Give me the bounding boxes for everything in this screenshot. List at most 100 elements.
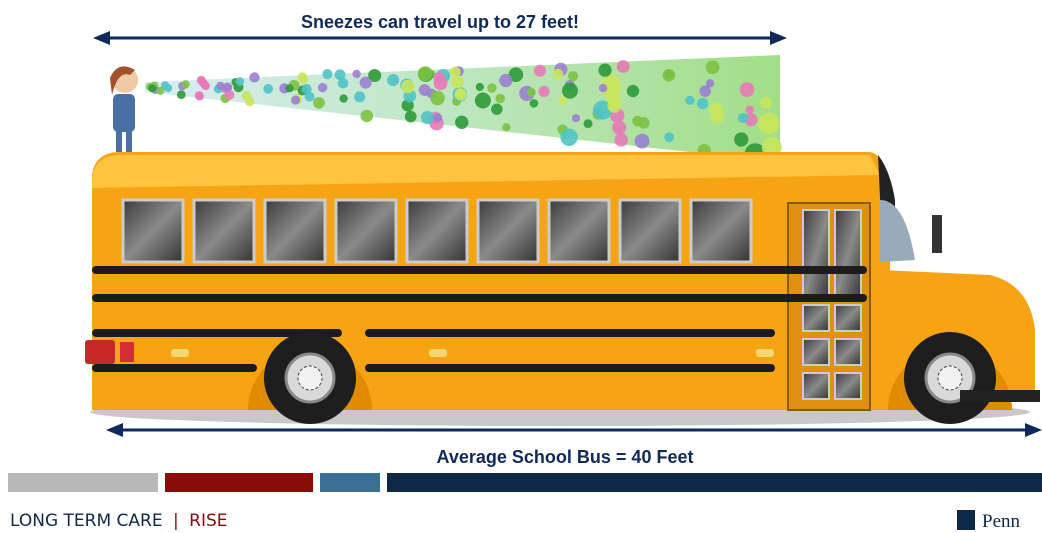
germ bbox=[156, 87, 164, 95]
tail-light bbox=[85, 340, 115, 364]
door-window bbox=[835, 210, 861, 300]
germ bbox=[164, 84, 172, 92]
page: {"top_label": "Sneezes can travel up to … bbox=[0, 0, 1042, 533]
window bbox=[478, 200, 538, 262]
germ bbox=[433, 113, 442, 122]
mirror bbox=[932, 215, 942, 253]
germ bbox=[584, 119, 593, 128]
penn-shield bbox=[957, 510, 975, 530]
door-window bbox=[835, 305, 861, 331]
germ bbox=[697, 98, 708, 109]
germ bbox=[627, 85, 639, 97]
germ bbox=[663, 69, 676, 82]
hub bbox=[298, 366, 322, 390]
germ bbox=[181, 80, 189, 88]
germ bbox=[685, 96, 694, 105]
germ bbox=[614, 133, 627, 146]
bottom-label: Average School Bus = 40 Feet bbox=[437, 447, 694, 467]
arrow-head bbox=[106, 423, 123, 437]
girl-leg bbox=[126, 130, 132, 152]
germ bbox=[299, 75, 308, 84]
germ bbox=[387, 74, 399, 86]
germ bbox=[635, 134, 650, 149]
germ bbox=[454, 88, 466, 100]
germ bbox=[706, 60, 720, 74]
color-bar bbox=[8, 473, 158, 492]
germ bbox=[487, 83, 496, 92]
germ bbox=[664, 132, 674, 142]
germ bbox=[202, 82, 210, 90]
germ bbox=[760, 97, 772, 109]
door-window bbox=[803, 210, 829, 300]
germ bbox=[418, 66, 433, 81]
window bbox=[549, 200, 609, 262]
germ bbox=[612, 121, 626, 135]
germ bbox=[263, 84, 273, 94]
germ bbox=[560, 129, 577, 146]
germ bbox=[419, 84, 431, 96]
germ bbox=[599, 84, 607, 92]
germ bbox=[632, 116, 643, 127]
germ bbox=[764, 121, 774, 131]
bus-stripe bbox=[92, 266, 867, 274]
germ bbox=[196, 92, 204, 100]
germ bbox=[338, 78, 349, 89]
germ bbox=[699, 85, 711, 97]
hub bbox=[938, 366, 962, 390]
door-window bbox=[803, 305, 829, 331]
window bbox=[691, 200, 751, 262]
top-arrow bbox=[93, 31, 787, 45]
germ bbox=[236, 77, 245, 86]
germ bbox=[607, 99, 621, 113]
door-window bbox=[803, 373, 829, 399]
arrow-head bbox=[770, 31, 787, 45]
tail-light bbox=[120, 342, 134, 362]
germ bbox=[495, 94, 505, 104]
window bbox=[194, 200, 254, 262]
germ bbox=[305, 92, 315, 102]
germ bbox=[502, 123, 510, 131]
door-window bbox=[835, 339, 861, 365]
color-bar bbox=[387, 473, 1042, 492]
germ bbox=[455, 116, 468, 129]
footer-right: RISE bbox=[189, 511, 227, 531]
germ bbox=[740, 82, 755, 97]
germ bbox=[405, 111, 417, 123]
window bbox=[620, 200, 680, 262]
germ bbox=[499, 74, 512, 87]
germ bbox=[530, 99, 539, 108]
germ bbox=[475, 92, 491, 108]
germ bbox=[313, 97, 325, 109]
germ bbox=[572, 114, 580, 122]
marker-light bbox=[171, 349, 189, 357]
girl-leg bbox=[116, 130, 122, 152]
girl-dress bbox=[113, 94, 135, 132]
bus bbox=[85, 152, 1035, 426]
window bbox=[336, 200, 396, 262]
germ bbox=[451, 75, 464, 88]
germ bbox=[177, 90, 186, 99]
footer-left: LONG TERM CARE bbox=[10, 511, 163, 531]
window bbox=[123, 200, 183, 262]
window bbox=[265, 200, 325, 262]
germ bbox=[710, 110, 724, 124]
germ bbox=[430, 91, 445, 106]
germ bbox=[354, 91, 365, 102]
bumper bbox=[960, 390, 1040, 402]
bus-stripe bbox=[365, 329, 775, 337]
marker-light bbox=[429, 349, 447, 357]
germ bbox=[249, 72, 259, 82]
germ bbox=[734, 132, 748, 146]
marker-light bbox=[756, 349, 774, 357]
germ bbox=[291, 96, 300, 105]
germ bbox=[148, 84, 156, 92]
color-bar bbox=[320, 473, 380, 492]
germ bbox=[285, 84, 293, 92]
slide: Sneezes can travel up to 27 feet! Averag… bbox=[0, 0, 1042, 533]
window bbox=[407, 200, 467, 262]
germ bbox=[598, 64, 611, 77]
germ bbox=[322, 69, 332, 79]
germ bbox=[245, 97, 255, 107]
bus-stripe bbox=[92, 294, 867, 302]
germ bbox=[553, 69, 563, 79]
